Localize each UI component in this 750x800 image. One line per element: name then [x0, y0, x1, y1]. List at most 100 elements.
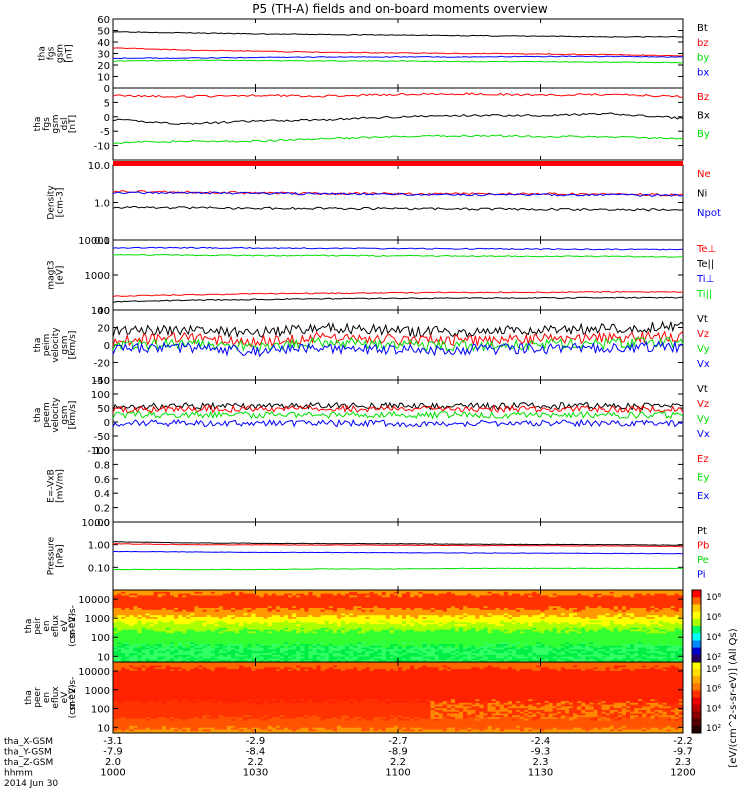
heatmap-cell: [528, 626, 533, 629]
heatmap-cell: [446, 613, 452, 616]
heatmap-cell: [552, 651, 558, 654]
heatmap-cell: [320, 595, 326, 598]
heatmap-cell: [471, 656, 476, 659]
heatmap-cell: [528, 645, 533, 649]
heatmap-cell: [353, 595, 358, 598]
heatmap-cell: [385, 627, 391, 631]
heatmap-cell: [300, 602, 305, 605]
heatmap-cell: [564, 638, 570, 641]
heatmap-cell: [206, 651, 212, 654]
heatmap-cell: [369, 622, 375, 625]
heatmap-cell: [381, 644, 387, 647]
heatmap-cell: [214, 599, 220, 602]
heatmap-cell: [564, 627, 570, 631]
heatmap-cell: [312, 629, 318, 632]
heatmap-cell: [446, 660, 452, 663]
heatmap-cell: [174, 593, 179, 596]
heatmap-cell: [560, 651, 566, 654]
heatmap-cell: [227, 645, 232, 649]
heatmap-cell: [398, 591, 403, 595]
heatmap-cell: [137, 624, 142, 627]
heatmap-cell: [491, 651, 497, 654]
heatmap-cell: [560, 653, 566, 656]
heatmap-cell: [402, 626, 407, 629]
heatmap-cell: [373, 609, 379, 613]
heatmap-cell: [312, 636, 318, 640]
heatmap-cell: [377, 647, 383, 650]
heatmap-cell: [398, 660, 403, 663]
heatmap-cell: [125, 653, 130, 656]
heatmap-cell: [516, 593, 521, 596]
heatmap-cell: [357, 638, 362, 641]
heatmap-cell: [214, 638, 220, 641]
heatmap-cell: [438, 597, 444, 600]
heatmap-cell: [316, 640, 322, 643]
heatmap-cell: [271, 629, 277, 632]
heatmap-cell: [385, 649, 391, 652]
heatmap-cell: [243, 651, 248, 654]
series-line-bz: [112, 47, 684, 57]
heatmap-cell: [255, 591, 261, 595]
heatmap-cell: [349, 660, 354, 663]
heatmap-cell: [418, 631, 423, 634]
heatmap-cell: [296, 635, 301, 638]
heatmap-cell: [316, 654, 322, 658]
heatmap-cell: [222, 611, 228, 614]
y-axis-label: peem: [42, 402, 52, 428]
heatmap-cell: [271, 642, 277, 645]
heatmap-cell: [316, 624, 322, 627]
heatmap-cell: [255, 597, 261, 600]
heatmap-cell: [247, 618, 252, 622]
heatmap-cell: [581, 640, 586, 643]
heatmap-cell: [324, 653, 330, 656]
heatmap-cell: [251, 642, 256, 645]
heatmap-cell: [381, 636, 387, 640]
heatmap-cell: [113, 645, 118, 649]
heatmap-cell: [389, 629, 395, 632]
heatmap-cell: [145, 597, 151, 600]
heatmap-cell: [161, 593, 167, 596]
heatmap-cell: [581, 606, 586, 609]
heatmap-cell: [332, 611, 338, 614]
heatmap-cell: [186, 658, 191, 661]
heatmap-cell: [442, 595, 448, 598]
heatmap-cell: [341, 597, 346, 600]
heatmap-cell: [304, 627, 309, 631]
heatmap-cell: [361, 642, 366, 645]
heatmap-cell: [263, 595, 269, 598]
heatmap-cell: [133, 606, 138, 609]
heatmap-cell: [296, 608, 301, 611]
heatmap-cell: [251, 595, 256, 598]
heatmap-cell: [528, 617, 533, 620]
heatmap-cell: [296, 649, 301, 652]
heatmap-cell: [194, 635, 199, 638]
heatmap-cell: [536, 626, 541, 629]
heatmap-cell: [222, 615, 228, 618]
heatmap-cell: [174, 640, 179, 643]
heatmap-cell: [186, 653, 191, 656]
heatmap-cell: [414, 653, 419, 656]
heatmap-cell: [442, 647, 448, 650]
heatmap-cell: [430, 645, 436, 649]
heatmap-cell: [300, 622, 305, 625]
y-axis-label: E=-VxB: [47, 469, 57, 503]
heatmap-cell: [345, 644, 350, 647]
heatmap-cell: [422, 591, 427, 595]
heatmap-cell: [336, 590, 342, 593]
heatmap-cell: [365, 593, 370, 596]
heatmap-cell: [353, 618, 358, 622]
heatmap-cell: [178, 611, 183, 614]
heatmap-cell: [398, 631, 403, 634]
heatmap-cell: [463, 654, 468, 658]
heatmap-cell: [165, 599, 171, 602]
heatmap-cell: [227, 608, 232, 611]
heatmap-cell: [137, 602, 142, 605]
heatmap-cell: [499, 642, 505, 645]
heatmap-cell: [332, 653, 338, 656]
heatmap-cell: [393, 638, 399, 641]
heatmap-cell: [210, 645, 216, 649]
heatmap-cell: [279, 649, 285, 652]
heatmap-cell: [532, 604, 537, 607]
heatmap-cell: [414, 624, 419, 627]
heatmap-cell: [552, 609, 558, 613]
